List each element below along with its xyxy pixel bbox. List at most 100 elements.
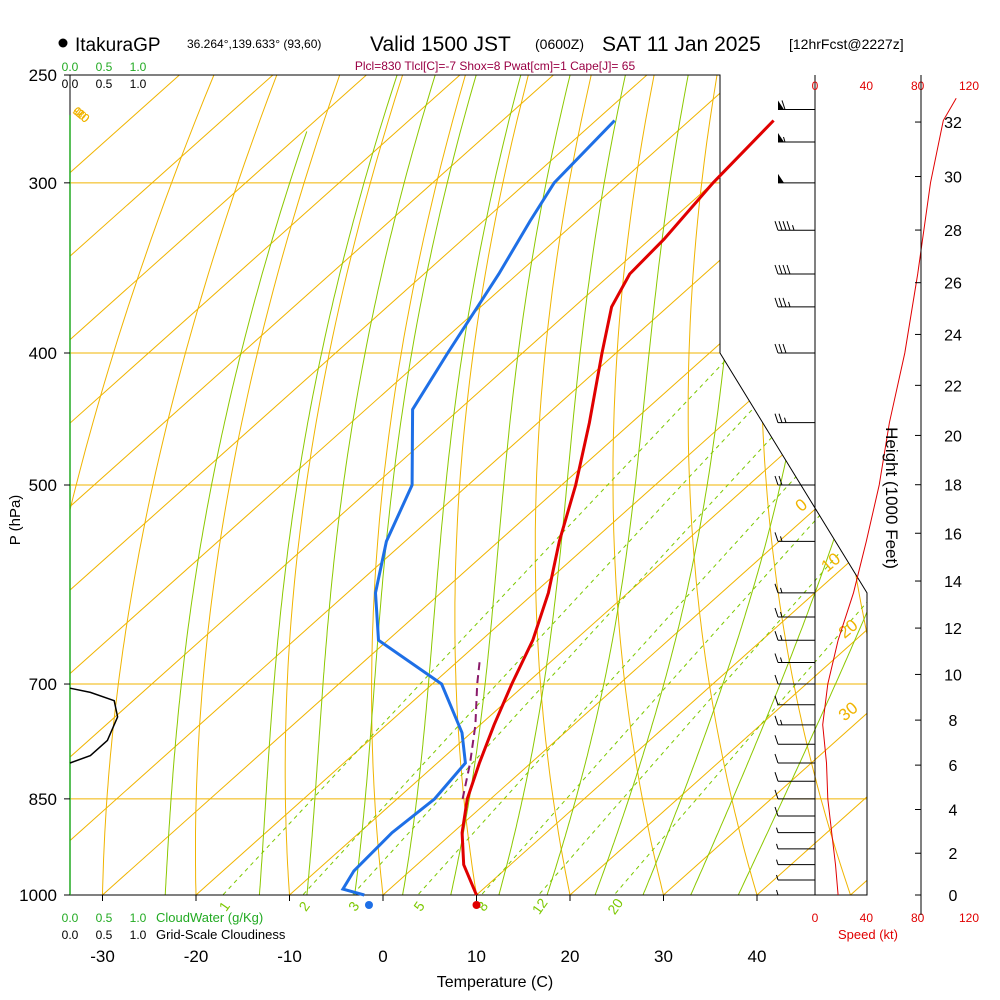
isotherm-label: 10 — [818, 549, 845, 576]
height-tick-label: 18 — [944, 478, 962, 495]
temperature-tick-label: -30 — [90, 947, 115, 966]
isotherm-line — [70, 75, 422, 895]
wind-barb-flag — [782, 221, 787, 231]
wind-barb — [774, 753, 815, 764]
wind-barb — [776, 889, 815, 896]
wind-barb — [776, 859, 815, 866]
bullet-icon — [58, 38, 68, 48]
isotherm-line — [70, 75, 867, 895]
cloudwater-profile — [69, 687, 119, 764]
cloudwater-scale-label: 0.0 — [62, 60, 79, 74]
wind-barb-flag — [786, 264, 791, 275]
speed-scale-label: 40 — [860, 911, 874, 925]
isotherm-line — [70, 75, 867, 895]
mixing-ratio-label: 12 — [529, 895, 551, 917]
wind-barb-flag — [774, 674, 779, 685]
wind-barb-half — [792, 225, 795, 231]
wind-barb-half — [776, 874, 779, 881]
surface-dewpoint-marker — [364, 901, 373, 909]
pressure-tick-label: 500 — [29, 476, 57, 495]
valid-zulu: (0600Z) — [535, 36, 584, 52]
mixing-ratio-label: 5 — [410, 898, 428, 914]
isotherm-line — [630, 75, 867, 895]
dry-adiabat-line — [900, 0, 1000, 924]
moist-adiabat-line — [350, 75, 519, 895]
height-tick-label: 4 — [949, 802, 958, 819]
temperature-tick-label: 30 — [654, 947, 673, 966]
wind-barb — [774, 715, 815, 726]
wind-barb — [776, 874, 815, 881]
wind-barb — [774, 789, 815, 800]
wind-barb-flag — [774, 653, 779, 663]
mixing-ratio-line — [275, 352, 806, 895]
wind-barb-flag — [774, 631, 779, 641]
surface-temperature-marker — [472, 901, 481, 909]
wind-barb — [776, 843, 815, 850]
wind-barb-half — [784, 417, 787, 423]
wind-barb-flag — [774, 735, 779, 745]
wind-barb-flag — [774, 221, 779, 231]
height-tick-label: 8 — [949, 713, 958, 730]
wind-barb-flag — [774, 607, 779, 618]
isotherm-line — [70, 75, 867, 895]
dry-adiabat-line — [967, 0, 1000, 924]
wind-barb-flag — [778, 297, 783, 308]
moist-adiabat-line — [256, 75, 410, 895]
height-tick-label: 24 — [944, 327, 962, 344]
wind-barb-flag — [782, 264, 787, 275]
wind-barb-flag — [774, 264, 779, 275]
pressure-tick-label: 300 — [29, 174, 57, 193]
temperature-trace — [460, 119, 775, 896]
wind-barb — [778, 100, 815, 110]
wind-barb — [774, 583, 815, 594]
wind-barb-flag — [778, 475, 783, 486]
temperature-tick-label: 10 — [467, 947, 486, 966]
wind-barb — [774, 653, 815, 664]
wind-barb — [774, 264, 815, 275]
wind-barb — [774, 772, 815, 782]
dry-adiabat-line — [284, 75, 449, 895]
wind-barb-half — [776, 843, 779, 850]
isotherm-label: 0 — [792, 495, 811, 516]
dry-adiabat-line — [687, 75, 767, 895]
isotherm-line — [70, 75, 328, 895]
dry-adiabat-line — [760, 75, 862, 895]
wind-barb-half — [780, 635, 783, 641]
wind-barb-flag — [774, 297, 779, 308]
cloudwater-scale-label: 1.0 — [130, 60, 147, 74]
height-tick-label: 20 — [944, 428, 962, 445]
cloudiness-scale-label: 1.0 — [130, 928, 147, 942]
isotherm-line — [163, 75, 867, 895]
mixing-ratio-line — [391, 352, 867, 895]
wind-barb-flag — [778, 264, 783, 275]
height-tick-label: 2 — [949, 846, 958, 863]
wind-barb-flag — [782, 343, 787, 354]
cloudiness-scale-label: 1.0 — [130, 77, 147, 91]
wind-barb — [774, 343, 815, 354]
moist-adiabat-line — [490, 75, 659, 895]
cloudwater-label: CloudWater (g/Kg) — [156, 910, 263, 925]
speed-scale-label: 80 — [911, 911, 925, 925]
valid-time: Valid 1500 JST — [370, 33, 511, 56]
wind-barb-flag — [774, 583, 779, 594]
dry-adiabat-line — [195, 75, 390, 895]
wind-barb — [774, 532, 815, 542]
moist-adiabat-line — [163, 131, 308, 895]
dry-adiabat-line — [101, 75, 331, 895]
isotherm-line — [70, 75, 702, 895]
height-tick-label: 26 — [944, 276, 962, 293]
y-axis-label: P (hPa) — [7, 495, 24, 546]
stability-indices: Plcl=830 Tlcl[C]=-7 Shox=8 Pwat[cm]=1 Ca… — [355, 59, 636, 73]
dry-adiabat-line — [371, 75, 508, 895]
mixing-ratio-label: 2 — [295, 898, 313, 914]
moist-adiabat-line — [724, 75, 867, 895]
wind-barb-flag — [778, 343, 783, 354]
wind-barb — [774, 674, 815, 685]
wind-barb — [774, 806, 815, 817]
wind-barb-half — [788, 301, 791, 308]
forecast-info: [12hrFcst@2227z] — [789, 36, 904, 52]
temperature-tick-label: 0 — [378, 947, 387, 966]
pressure-tick-label: 250 — [29, 66, 57, 85]
isotherm-line — [70, 75, 867, 895]
cloudiness-scale-label: 0.5 — [96, 77, 113, 91]
